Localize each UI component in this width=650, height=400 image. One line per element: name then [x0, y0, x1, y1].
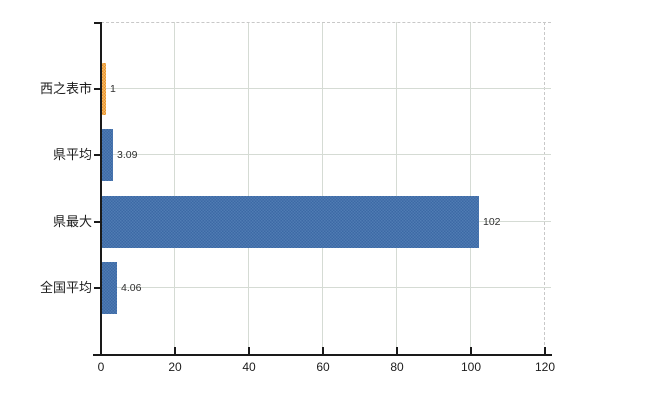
- x-axis-tick: [544, 347, 546, 355]
- x-axis-tick: [174, 347, 176, 355]
- y-axis-line: [100, 22, 102, 356]
- horizontal-gridline: [102, 88, 551, 89]
- category-label: 西之表市: [39, 81, 92, 96]
- x-tick-label: 20: [168, 360, 182, 374]
- bar-value-label: 102: [483, 216, 501, 228]
- plot-top-border: [101, 22, 551, 23]
- vertical-gridline: [322, 22, 323, 347]
- category-label: 全国平均: [39, 280, 92, 295]
- x-tick-label: 80: [390, 360, 404, 374]
- bar-value-label: 4.06: [121, 282, 142, 294]
- category-label: 県平均: [52, 147, 92, 162]
- bar: [102, 129, 113, 181]
- bar-value-label: 3.09: [117, 149, 138, 161]
- vertical-gridline: [248, 22, 249, 347]
- y-axis-tick: [94, 154, 101, 156]
- x-tick-label: 0: [97, 360, 105, 374]
- vertical-gridline: [174, 22, 175, 347]
- bar: [102, 196, 479, 248]
- x-axis-tick: [322, 347, 324, 355]
- x-axis-tick: [248, 347, 250, 355]
- x-tick-label: 120: [534, 360, 556, 374]
- category-label: 県最大: [52, 214, 92, 229]
- vertical-gridline: [396, 22, 397, 347]
- x-axis-tick: [470, 347, 472, 355]
- plot-right-border: [544, 22, 545, 355]
- y-axis-tick: [94, 221, 101, 223]
- y-axis-top-cap: [94, 22, 101, 24]
- x-tick-label: 40: [242, 360, 256, 374]
- y-axis-tick: [94, 287, 101, 289]
- bar-value-label: 1: [110, 83, 116, 95]
- bar: [102, 262, 117, 314]
- vertical-gridline: [470, 22, 471, 347]
- x-tick-label: 60: [316, 360, 330, 374]
- y-axis-tick: [94, 88, 101, 90]
- horizontal-gridline: [102, 287, 551, 288]
- horizontal-gridline: [102, 154, 551, 155]
- x-axis-tick: [396, 347, 398, 355]
- bar: [102, 63, 106, 115]
- x-axis-line: [93, 354, 552, 356]
- x-tick-label: 100: [460, 360, 482, 374]
